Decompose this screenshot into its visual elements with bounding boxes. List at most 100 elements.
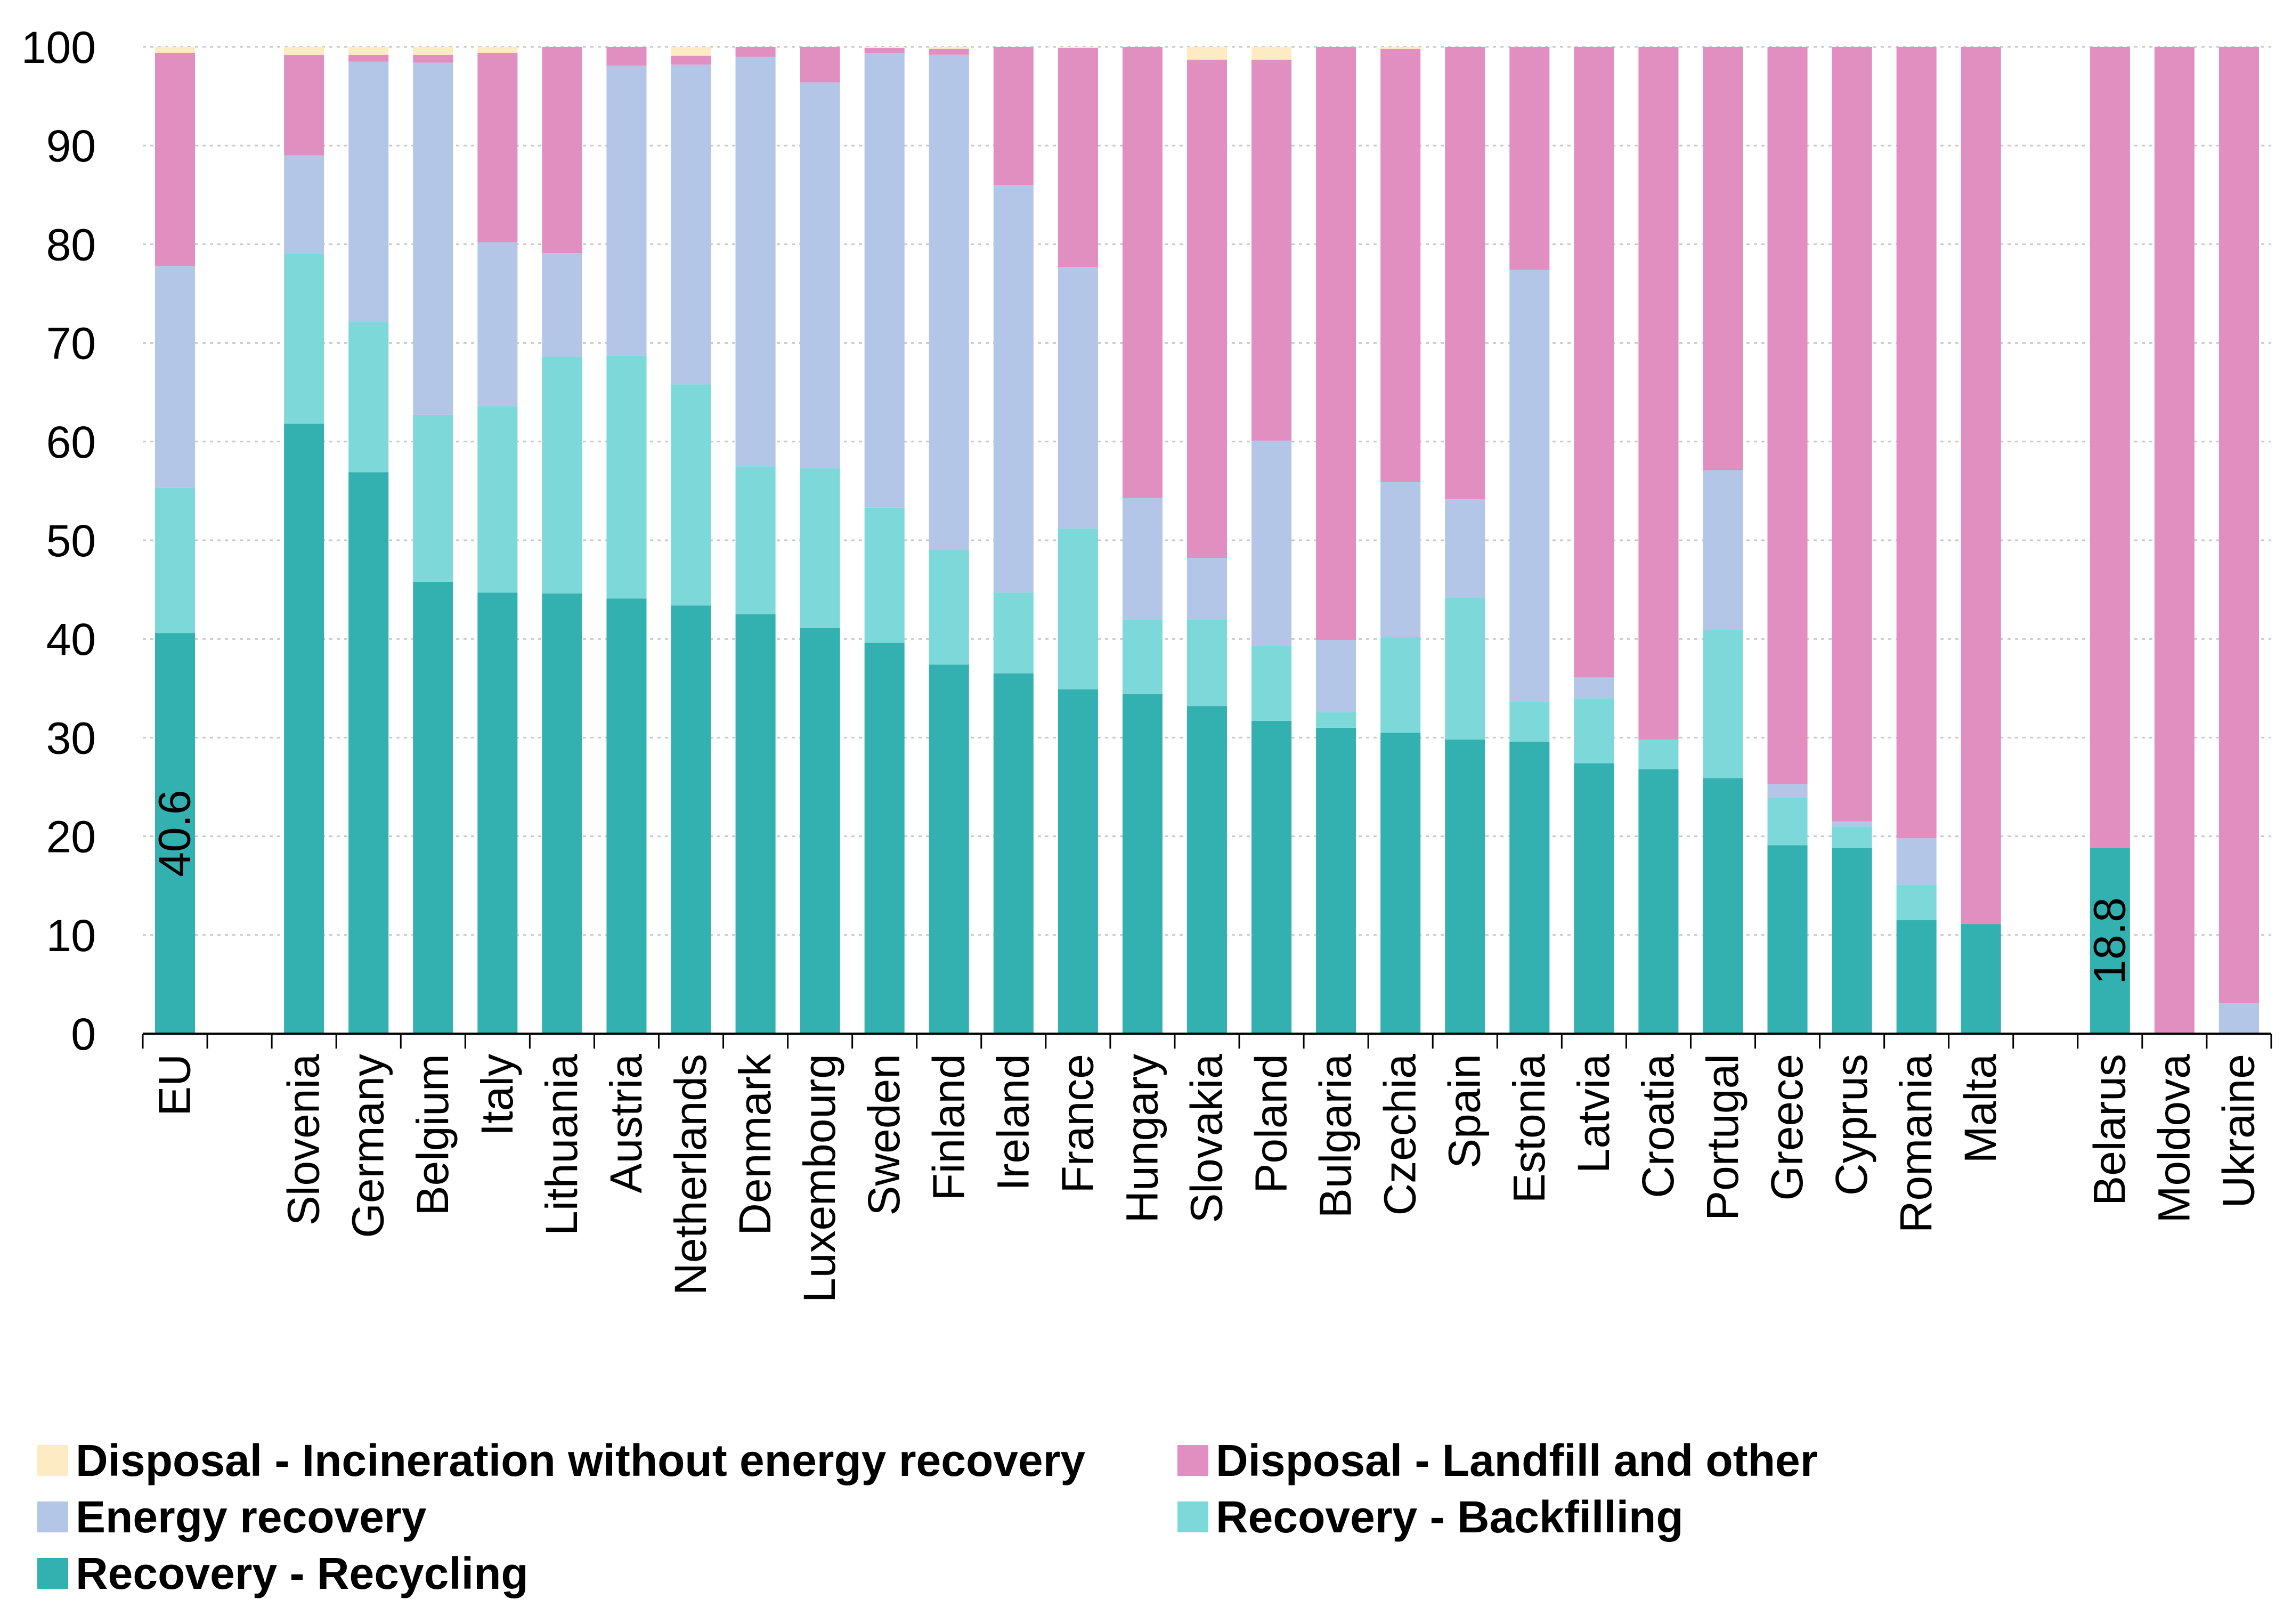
legend-label-disposal-landfill-and-other: Disposal - Landfill and other xyxy=(1216,1435,1817,1485)
bar-segment-latvia-disposal-landfill-and-other xyxy=(1574,47,1614,678)
x-tick-label-luxembourg: Luxembourg xyxy=(794,1054,844,1303)
x-tick-label-finland: Finland xyxy=(923,1054,973,1201)
x-tick-label-lithuania: Lithuania xyxy=(537,1054,587,1236)
bar-segment-luxembourg-energy-recovery xyxy=(800,82,840,468)
bar-segment-netherlands-disposal-incineration-without-energy-recovery xyxy=(671,47,711,56)
bar-segment-greece-recovery-recycling xyxy=(1767,845,1808,1034)
x-tick-label-sweden: Sweden xyxy=(859,1054,909,1216)
bar-segment-cyprus-recovery-recycling xyxy=(1832,848,1872,1034)
bar-segment-finland-recovery-backfilling xyxy=(929,550,969,665)
bar-segment-slovenia-disposal-incineration-without-energy-recovery xyxy=(284,47,324,55)
bar-segment-france-disposal-incineration-without-energy-recovery xyxy=(1058,47,1098,48)
bar-segment-ireland-recovery-backfilling xyxy=(993,592,1034,674)
legend: Disposal - Incineration without energy r… xyxy=(37,1435,1817,1598)
legend-label-recovery-backfilling: Recovery - Backfilling xyxy=(1216,1492,1684,1542)
bar-segment-estonia-recovery-backfilling xyxy=(1509,702,1550,742)
x-tick-label-hungary: Hungary xyxy=(1117,1054,1167,1223)
legend-swatch-recovery-recycling xyxy=(37,1558,68,1589)
y-tick-label: 100 xyxy=(21,22,96,72)
bar-segment-czechia-disposal-incineration-without-energy-recovery xyxy=(1380,47,1421,49)
bar-segment-denmark-energy-recovery xyxy=(735,56,776,467)
x-tick-label-bulgaria: Bulgaria xyxy=(1311,1054,1361,1218)
y-tick-label: 90 xyxy=(46,121,96,171)
bar-segment-poland-disposal-incineration-without-energy-recovery xyxy=(1251,47,1292,60)
x-tick-label-france: France xyxy=(1052,1054,1102,1193)
bar-segment-denmark-disposal-landfill-and-other xyxy=(735,47,776,57)
bar-segment-denmark-recovery-recycling xyxy=(735,614,776,1034)
bar-segment-greece-disposal-landfill-and-other xyxy=(1767,47,1808,784)
bar-segment-netherlands-recovery-backfilling xyxy=(671,384,711,606)
bar-segment-moldova-disposal-landfill-and-other xyxy=(2154,47,2194,1034)
bar-segment-hungary-energy-recovery xyxy=(1122,498,1163,620)
bar-segment-slovakia-energy-recovery xyxy=(1186,558,1228,621)
bar-segment-latvia-energy-recovery xyxy=(1574,677,1614,699)
bar-segment-hungary-recovery-recycling xyxy=(1122,694,1163,1034)
legend-swatch-disposal-incineration-without-energy-recovery xyxy=(37,1445,68,1476)
bar-segment-eu-recovery-backfilling xyxy=(155,488,196,634)
bar-segment-romania-disposal-landfill-and-other xyxy=(1896,47,1937,839)
x-tick-label-poland: Poland xyxy=(1246,1054,1296,1193)
bar-segment-czechia-recovery-recycling xyxy=(1380,733,1421,1034)
bar-segment-netherlands-energy-recovery xyxy=(671,64,711,385)
bar-segment-italy-recovery-backfilling xyxy=(477,406,518,593)
bar-segment-belgium-recovery-backfilling xyxy=(413,415,453,582)
data-label-belarus: 18.8 xyxy=(2084,897,2134,985)
bar-segment-slovakia-disposal-landfill-and-other xyxy=(1186,60,1228,558)
bar-segment-belarus-disposal-landfill-and-other xyxy=(2090,47,2130,848)
bar-segment-finland-energy-recovery xyxy=(929,54,969,550)
bars xyxy=(155,47,2259,1034)
bar-segment-czechia-energy-recovery xyxy=(1380,482,1421,637)
bar-segment-ukraine-disposal-landfill-and-other xyxy=(2218,47,2259,1003)
bar-segment-cyprus-disposal-landfill-and-other xyxy=(1832,47,1872,822)
bar-segment-hungary-disposal-landfill-and-other xyxy=(1122,47,1163,498)
x-tick-label-czechia: Czechia xyxy=(1375,1054,1425,1216)
bar-segment-sweden-disposal-landfill-and-other xyxy=(864,47,905,53)
bar-segment-netherlands-recovery-recycling xyxy=(671,605,711,1034)
bar-segment-france-disposal-landfill-and-other xyxy=(1058,47,1098,267)
legend-swatch-recovery-backfilling xyxy=(1177,1501,1208,1532)
bar-segment-germany-recovery-recycling xyxy=(348,472,389,1034)
x-tick-label-belgium: Belgium xyxy=(408,1054,458,1215)
x-tick-label-ireland: Ireland xyxy=(988,1054,1038,1191)
x-tick-label-ukraine: Ukraine xyxy=(2213,1054,2263,1208)
bar-segment-eu-disposal-landfill-and-other xyxy=(155,53,196,266)
bar-segment-czechia-recovery-backfilling xyxy=(1380,637,1421,733)
bar-segment-slovenia-energy-recovery xyxy=(284,155,324,254)
bar-segment-estonia-recovery-recycling xyxy=(1509,741,1550,1034)
bar-segment-ireland-energy-recovery xyxy=(993,185,1034,593)
bar-segment-belgium-disposal-landfill-and-other xyxy=(413,54,453,63)
bar-segment-hungary-recovery-backfilling xyxy=(1122,619,1163,694)
bar-segment-portugal-recovery-backfilling xyxy=(1703,630,1743,778)
bar-segment-belgium-recovery-recycling xyxy=(413,581,453,1034)
x-tick-label-slovakia: Slovakia xyxy=(1182,1054,1232,1223)
bar-segment-poland-recovery-recycling xyxy=(1251,720,1292,1034)
bar-segment-portugal-energy-recovery xyxy=(1703,470,1743,630)
x-tick-label-austria: Austria xyxy=(601,1054,651,1193)
legend-label-energy-recovery: Energy recovery xyxy=(76,1492,427,1542)
bar-segment-italy-disposal-landfill-and-other xyxy=(477,53,518,242)
bar-segment-portugal-recovery-recycling xyxy=(1703,778,1743,1034)
bar-segment-lithuania-recovery-backfilling xyxy=(542,356,582,594)
bar-segment-latvia-recovery-backfilling xyxy=(1574,698,1614,764)
bar-segment-romania-recovery-recycling xyxy=(1896,920,1937,1034)
bar-segment-denmark-recovery-backfilling xyxy=(735,466,776,614)
bar-segment-poland-disposal-landfill-and-other xyxy=(1251,60,1292,441)
bar-segment-slovenia-disposal-landfill-and-other xyxy=(284,54,324,156)
y-tick-label: 80 xyxy=(46,220,96,270)
y-tick-label: 20 xyxy=(46,812,96,862)
bar-segment-portugal-disposal-landfill-and-other xyxy=(1703,47,1743,470)
bar-segment-sweden-disposal-incineration-without-energy-recovery xyxy=(864,47,905,48)
x-tick-label-spain: Spain xyxy=(1440,1054,1490,1168)
x-tick-label-eu: EU xyxy=(150,1054,200,1116)
bar-segment-netherlands-disposal-landfill-and-other xyxy=(671,55,711,65)
x-tick-label-cyprus: Cyprus xyxy=(1826,1054,1876,1196)
x-tick-label-greece: Greece xyxy=(1762,1054,1812,1200)
bar-segment-czechia-disposal-landfill-and-other xyxy=(1380,48,1421,482)
bar-segment-lithuania-disposal-landfill-and-other xyxy=(542,47,582,254)
y-tick-label: 40 xyxy=(46,614,96,664)
bar-segment-france-recovery-backfilling xyxy=(1058,528,1098,689)
bar-segment-sweden-recovery-backfilling xyxy=(864,507,905,643)
bar-segment-poland-recovery-backfilling xyxy=(1251,646,1292,721)
bar-segment-latvia-recovery-recycling xyxy=(1574,763,1614,1034)
